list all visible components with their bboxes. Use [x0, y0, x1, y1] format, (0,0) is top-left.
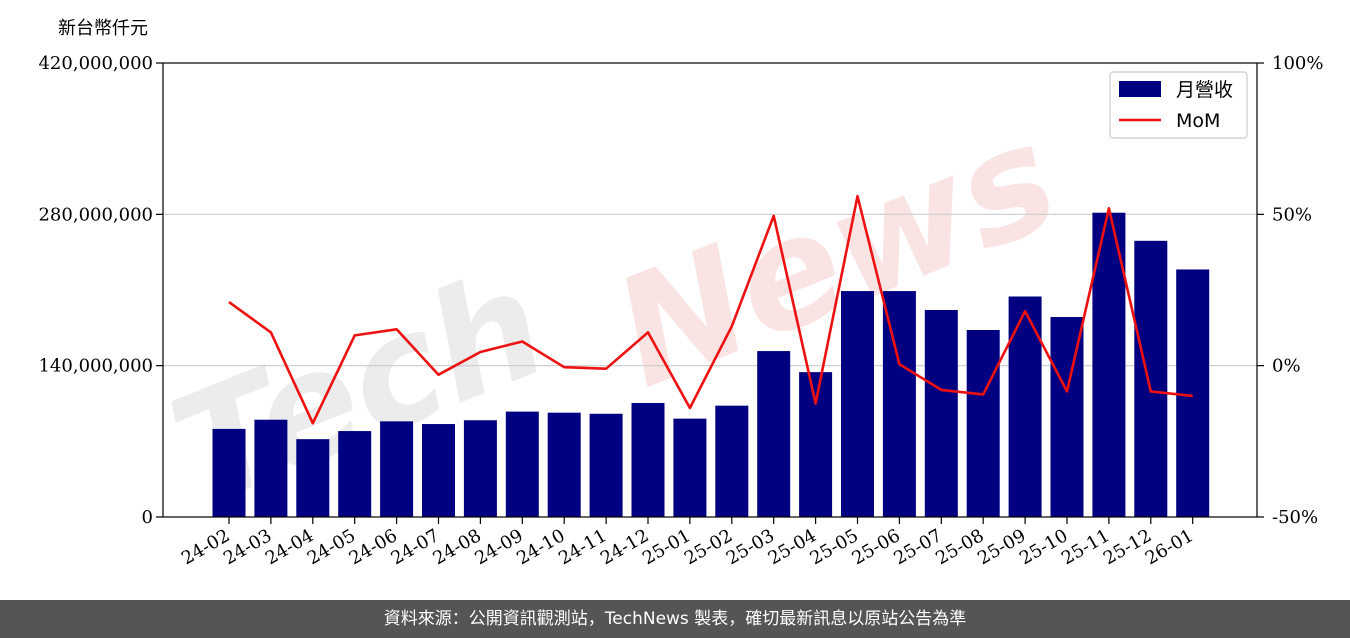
revenue-bar	[799, 372, 833, 517]
revenue-bar	[1008, 296, 1042, 517]
revenue-bar	[1176, 269, 1210, 517]
revenue-bar	[757, 351, 791, 517]
revenue-bar	[841, 291, 874, 517]
revenue-bar	[212, 428, 246, 517]
legend-swatch-revenue	[1119, 81, 1161, 97]
revenue-bar	[882, 291, 916, 517]
revenue-bar	[380, 421, 414, 517]
watermark-news: News	[593, 90, 1080, 422]
legend: 月營收 MoM	[1109, 71, 1248, 139]
y-axis-unit-label: 新台幣仟元	[58, 18, 148, 39]
y-right-tick-label: 50%	[1272, 204, 1312, 225]
x-tick-label: 26-01	[1142, 525, 1197, 569]
revenue-bar	[924, 309, 958, 517]
revenue-bar	[1050, 317, 1084, 517]
revenue-bar	[254, 419, 288, 517]
revenue-bar	[505, 411, 539, 517]
revenue-bar	[715, 405, 749, 517]
legend-label-mom: MoM	[1176, 110, 1220, 132]
revenue-bar	[631, 402, 665, 517]
revenue-bar	[966, 329, 1000, 517]
y-right-tick-label: -50%	[1272, 507, 1318, 528]
revenue-bar	[1134, 240, 1168, 518]
y-left-tick-label: 140,000,000	[38, 356, 153, 377]
source-footer: 資料來源：公開資訊觀測站，TechNews 製表，確切最新訊息以原站公告為準	[0, 600, 1350, 638]
revenue-bar	[589, 413, 623, 517]
legend-label-revenue: 月營收	[1176, 79, 1233, 101]
mom-line-group	[228, 194, 1193, 425]
y-left-tick-label: 280,000,000	[38, 204, 153, 225]
revenue-bar	[1092, 212, 1126, 517]
revenue-mom-chart: Tech News 新台幣仟元 0140,000,000280,000,0004…	[38, 18, 1323, 569]
revenue-bar	[296, 439, 330, 517]
revenue-bar	[547, 412, 581, 517]
y-left-tick-label: 420,000,000	[38, 53, 153, 74]
revenue-bar	[422, 424, 455, 517]
y-right-tick-label: 100%	[1272, 53, 1323, 74]
y-left-tick-label: 0	[142, 507, 153, 528]
revenue-bar	[463, 420, 497, 517]
mom-line	[228, 194, 1193, 425]
plot-frame	[162, 62, 1258, 518]
revenue-bars	[212, 212, 1210, 518]
y-right-tick-label: 0%	[1272, 356, 1301, 377]
revenue-bar	[673, 418, 707, 517]
revenue-bar	[338, 431, 372, 517]
